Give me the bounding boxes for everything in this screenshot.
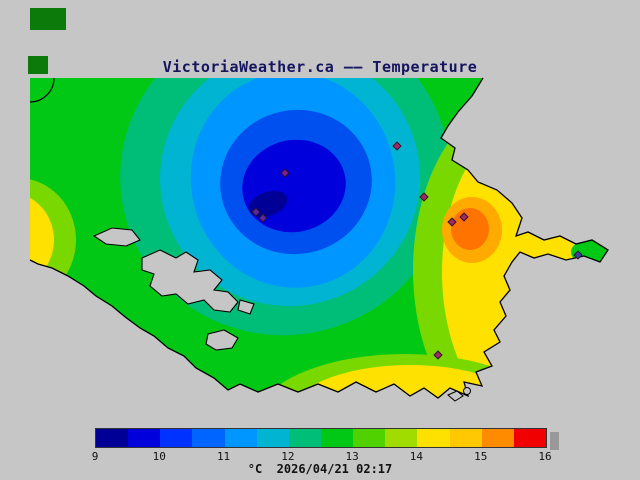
colorbar-segment <box>128 429 161 447</box>
colorbar-segment <box>160 429 193 447</box>
corner-arc <box>29 77 55 103</box>
band-deeporange-core <box>451 208 489 250</box>
colorbar-segment <box>449 429 482 447</box>
colorbar-tick: 16 <box>538 450 552 463</box>
station-marker <box>459 212 469 222</box>
station-marker <box>419 192 429 202</box>
colorbar-tick: 12 <box>281 450 295 463</box>
colorbar-tick: 14 <box>409 450 424 463</box>
colorbar-shadow <box>550 432 559 450</box>
logo-block-bottom <box>28 56 48 74</box>
colorbar <box>95 428 547 448</box>
station-marker <box>251 207 261 217</box>
station-marker <box>433 350 443 360</box>
inlet-saanich <box>141 249 239 313</box>
islet-1 <box>447 390 464 402</box>
station-marker <box>392 141 402 151</box>
colorbar-segment <box>192 429 225 447</box>
colorbar-segment <box>417 429 450 447</box>
colorbar-segment <box>256 429 289 447</box>
colorbar-tick: 13 <box>345 450 359 463</box>
coastline <box>29 77 609 399</box>
inlet-north-arm <box>92 227 141 247</box>
unit-label: °C <box>247 462 263 476</box>
page-title: VictoriaWeather.ca —— Temperature <box>162 58 478 76</box>
colorbar-tick: 10 <box>152 450 166 463</box>
colorbar-segment <box>513 429 546 447</box>
colorbar-segment <box>224 429 257 447</box>
station-markers <box>251 141 583 360</box>
station-marker <box>258 213 268 223</box>
station-marker <box>280 168 290 178</box>
station-marker <box>573 250 583 260</box>
colorbar-segment <box>385 429 418 447</box>
inlet-small <box>237 299 255 315</box>
colorbar-tick: 9 <box>91 450 99 463</box>
colorbar-segment <box>320 429 354 447</box>
logo-block-top <box>30 8 66 30</box>
colorbar-segment <box>96 429 129 447</box>
station-marker <box>447 217 457 227</box>
timestamp: 2026/04/21 02:17 <box>276 462 393 476</box>
colorbar-tick: 15 <box>474 450 488 463</box>
islet-2 <box>463 387 471 395</box>
colorbar-segment <box>481 429 514 447</box>
inlet-harbour <box>205 329 239 351</box>
colorbar-segment <box>288 429 321 447</box>
colorbar-segment <box>353 429 386 447</box>
colorbar-tick: 11 <box>216 450 231 463</box>
legend-caption: °C 2026/04/21 02:17 <box>95 462 545 476</box>
